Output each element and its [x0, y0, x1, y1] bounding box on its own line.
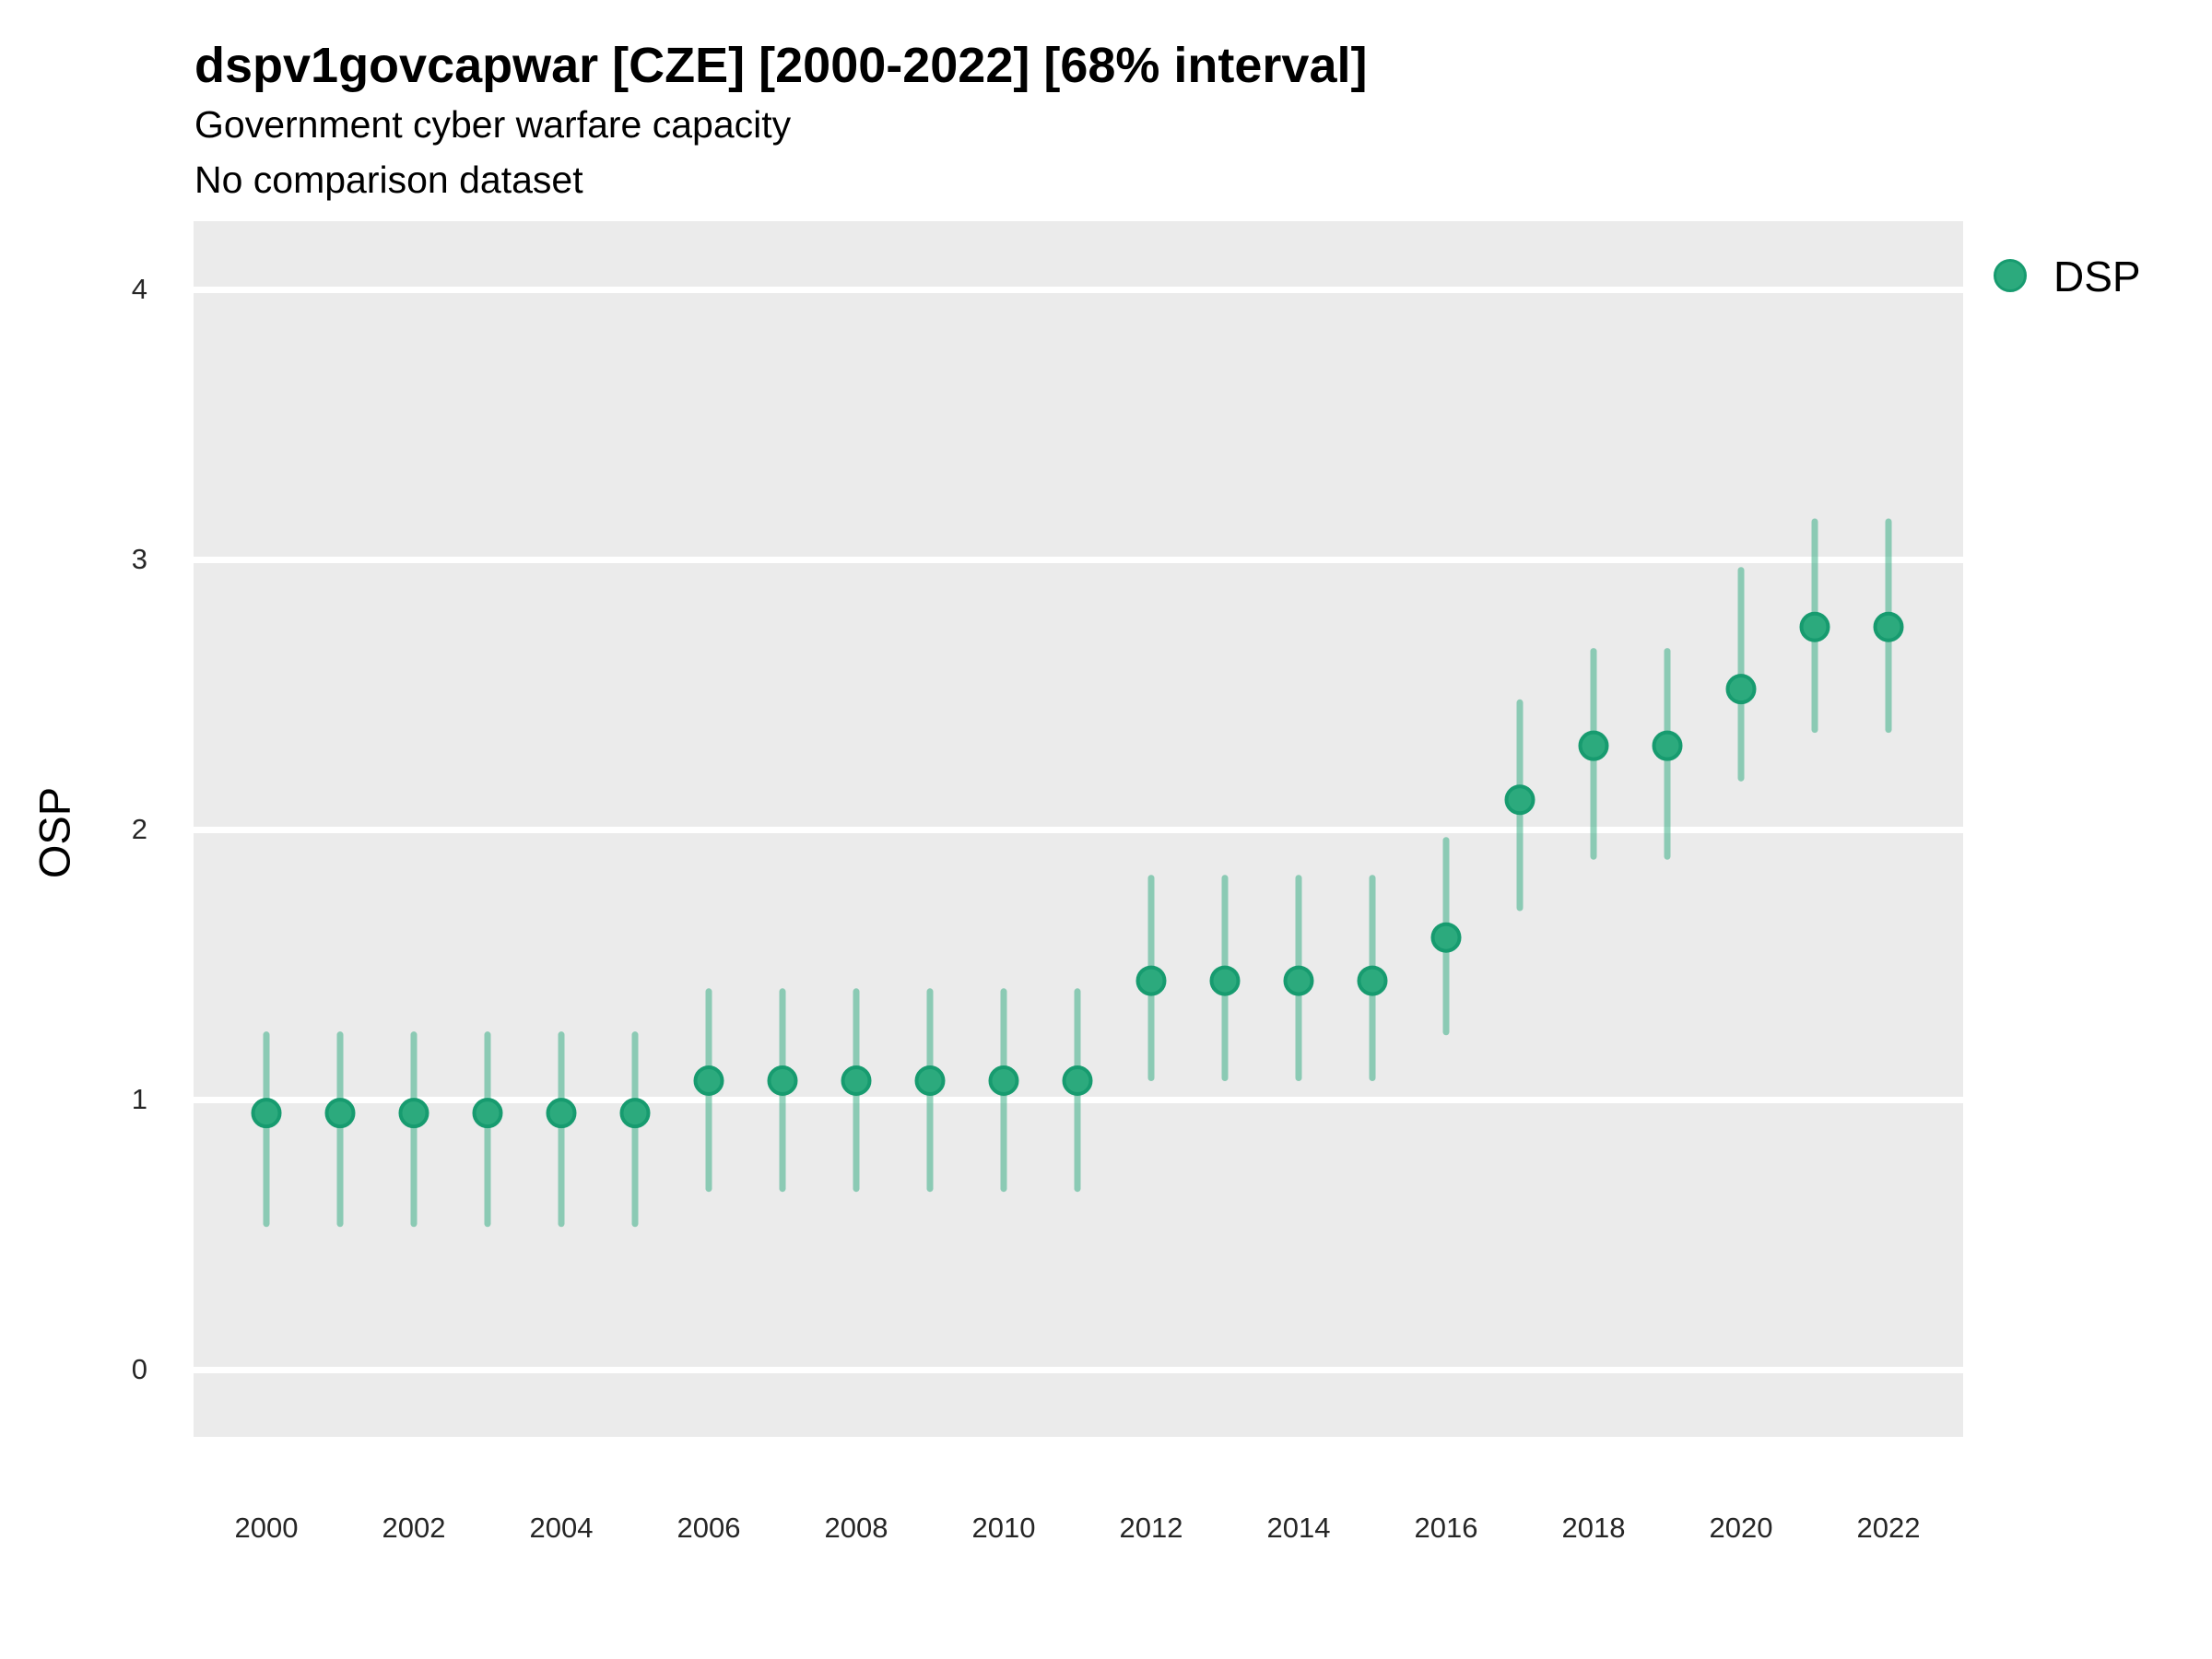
x-tick-label-2000: 2000 [234, 1512, 299, 1544]
y-tick-label-1: 1 [131, 1083, 147, 1115]
data-point-2001 [324, 1098, 356, 1129]
x-tick-label-2016: 2016 [1414, 1512, 1478, 1544]
data-point-2019 [1652, 730, 1683, 761]
x-tick-label-2020: 2020 [1709, 1512, 1773, 1544]
x-tick-label-2022: 2022 [1856, 1512, 1921, 1544]
data-layer [251, 518, 1904, 1228]
gridline-y-0 [194, 1367, 1963, 1373]
x-tick-label-2004: 2004 [529, 1512, 594, 1544]
legend-label: DSP [2053, 253, 2141, 300]
data-point-2021 [1799, 611, 1830, 642]
data-point-2005 [619, 1098, 651, 1129]
x-tick-label-2008: 2008 [824, 1512, 888, 1544]
data-point-2014 [1283, 965, 1314, 996]
data-point-2006 [693, 1065, 724, 1096]
data-point-2010 [988, 1065, 1019, 1096]
y-tick-label-4: 4 [131, 273, 147, 305]
chart-title: dspv1govcapwar [CZE] [2000-2022] [68% in… [194, 38, 1368, 93]
data-point-2013 [1209, 965, 1241, 996]
y-tick-label-2: 2 [131, 813, 147, 845]
data-point-2016 [1430, 922, 1462, 953]
data-point-2012 [1135, 965, 1167, 996]
data-point-2000 [251, 1098, 282, 1129]
x-tick-label-2006: 2006 [677, 1512, 741, 1544]
gridline-y-4 [194, 287, 1963, 293]
x-tick-label-2018: 2018 [1561, 1512, 1626, 1544]
y-tick-label-3: 3 [131, 543, 147, 575]
x-tick-label-2014: 2014 [1266, 1512, 1331, 1544]
chart-subtitle: Government cyber warfare capacity [194, 103, 792, 146]
plot-panel [194, 221, 1963, 1437]
data-point-2018 [1578, 730, 1609, 761]
gridline-y-2 [194, 827, 1963, 833]
data-point-2009 [914, 1065, 946, 1096]
data-point-2003 [472, 1098, 503, 1129]
data-point-2011 [1062, 1065, 1093, 1096]
x-tick-label-2012: 2012 [1119, 1512, 1183, 1544]
data-point-2020 [1725, 674, 1757, 705]
x-tick-label-2010: 2010 [971, 1512, 1036, 1544]
chart-note: No comparison dataset [194, 159, 583, 201]
x-tick-label-2002: 2002 [382, 1512, 446, 1544]
data-point-2002 [398, 1098, 429, 1129]
y-tick-label-0: 0 [131, 1353, 147, 1385]
data-point-2017 [1504, 784, 1535, 816]
data-point-2015 [1357, 965, 1388, 996]
legend-dot-icon [1994, 259, 2027, 292]
data-point-2007 [767, 1065, 798, 1096]
data-point-2022 [1873, 611, 1904, 642]
data-point-2008 [841, 1065, 872, 1096]
data-point-2004 [546, 1098, 577, 1129]
gridline-y-3 [194, 557, 1963, 563]
